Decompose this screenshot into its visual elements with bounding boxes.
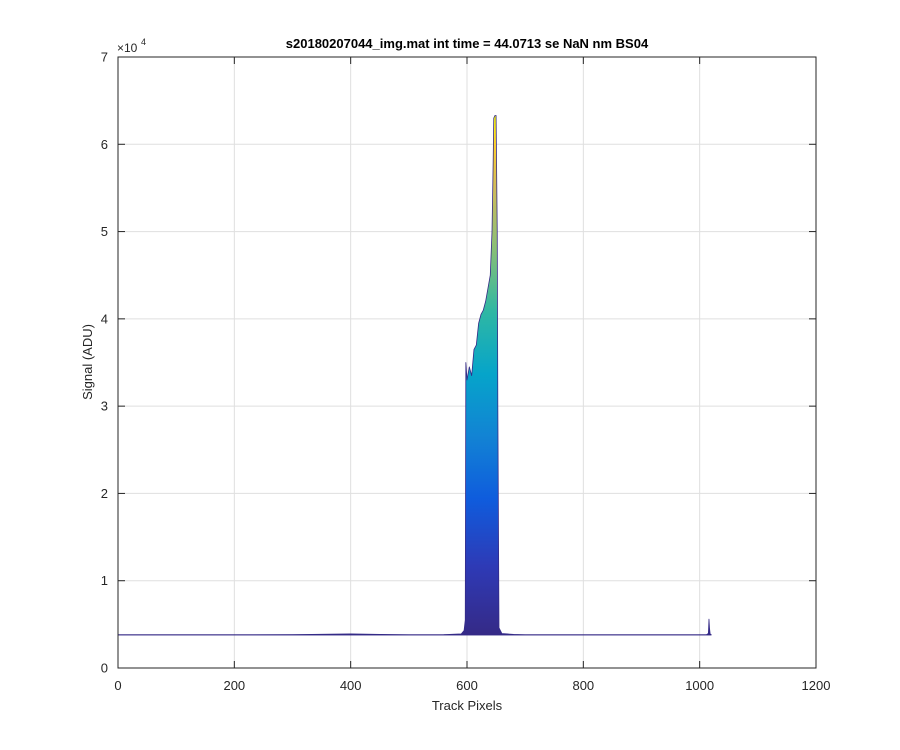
x-axis-ticks: 0 200 400 600 800 1000 1200 xyxy=(114,57,830,693)
y-tick-label-1: 1 xyxy=(101,573,108,588)
grid-lines xyxy=(118,57,816,668)
x-tick-label-4: 800 xyxy=(572,678,594,693)
x-tick-label-2: 400 xyxy=(340,678,362,693)
y-exponent-power: 4 xyxy=(141,37,146,47)
chart-title: s20180207044_img.mat int time = 44.0713 … xyxy=(286,36,649,51)
x-tick-label-0: 0 xyxy=(114,678,121,693)
y-exponent-base: ×10 xyxy=(117,41,138,55)
y-tick-label-2: 2 xyxy=(101,486,108,501)
y-axis-label: Signal (ADU) xyxy=(80,324,95,400)
x-tick-label-1: 200 xyxy=(223,678,245,693)
y-tick-label-4: 4 xyxy=(101,311,108,326)
signal-series xyxy=(117,115,712,636)
y-tick-label-0: 0 xyxy=(101,661,108,676)
x-tick-label-6: 1200 xyxy=(802,678,831,693)
y-tick-label-6: 6 xyxy=(101,137,108,152)
x-tick-label-5: 1000 xyxy=(685,678,714,693)
x-axis-label: Track Pixels xyxy=(432,698,503,713)
y-tick-label-7: 7 xyxy=(101,50,108,65)
y-tick-label-5: 5 xyxy=(101,224,108,239)
x-tick-label-3: 600 xyxy=(456,678,478,693)
y-tick-label-3: 3 xyxy=(101,399,108,414)
y-axis-ticks: 0 1 2 3 4 5 6 7 xyxy=(101,50,816,676)
